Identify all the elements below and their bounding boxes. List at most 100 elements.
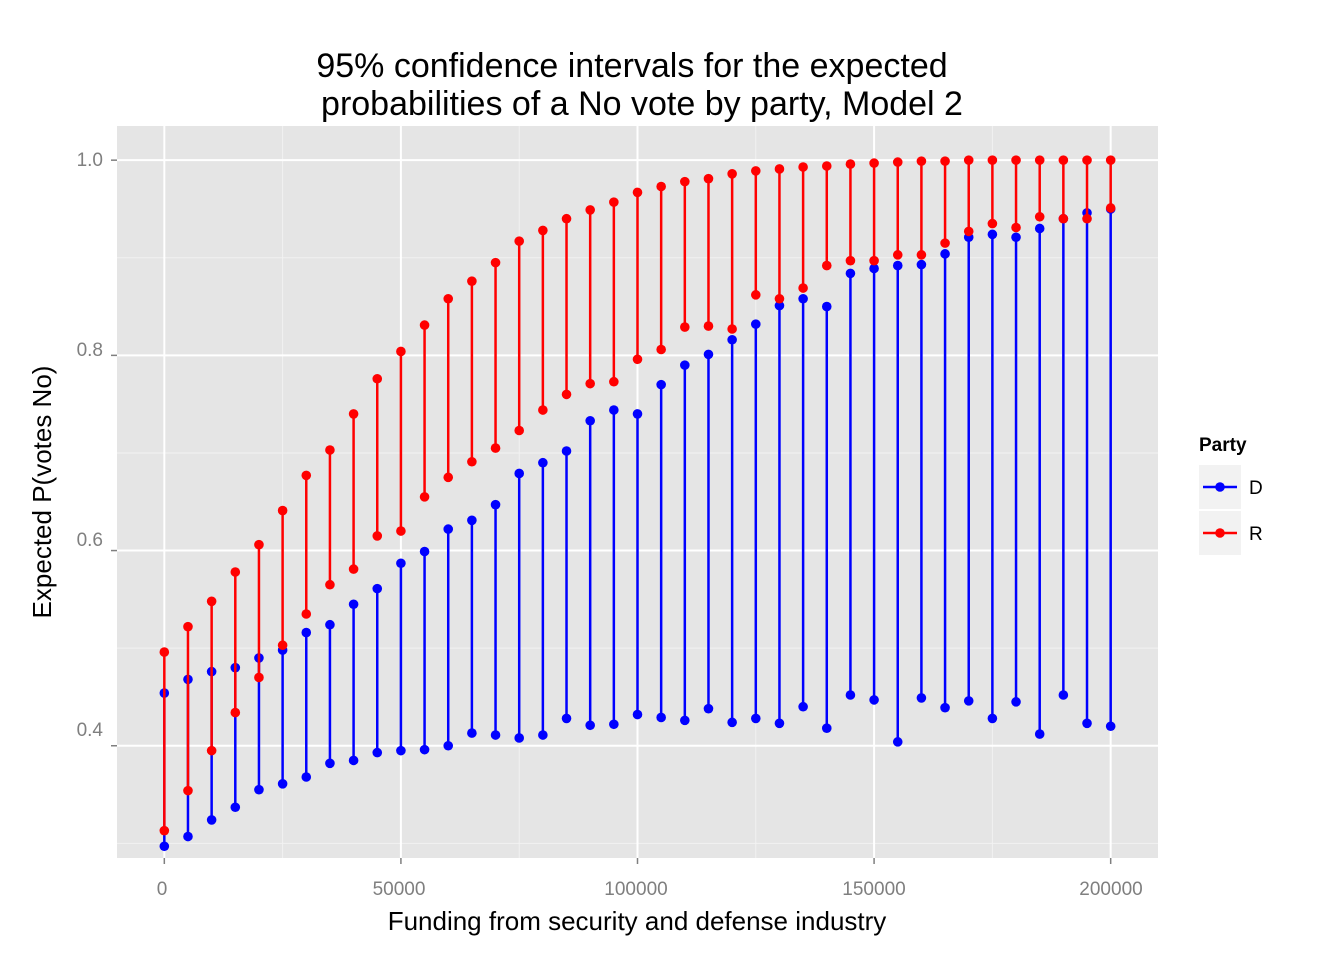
point-upper-d [798,293,808,304]
point-upper-d [987,229,998,240]
point-lower-r [821,260,832,271]
point-upper-d [585,415,595,426]
point-lower-d [727,717,737,728]
point-upper-r [230,567,241,577]
point-upper-d [348,599,359,610]
legend: Party D R [1199,435,1263,555]
point-lower-r [798,283,808,293]
point-lower-r [325,579,335,590]
data-marks [159,155,1116,852]
legend-item-d: D [1199,465,1263,509]
point-upper-r [396,346,406,357]
point-upper-r [940,156,950,166]
point-lower-r [987,218,998,229]
point-lower-r [940,238,950,248]
y-tick-label-0.6: 0.6 [77,530,103,551]
point-lower-d [561,713,572,724]
point-lower-r [230,707,241,718]
point-upper-r [963,155,974,165]
point-lower-d [467,728,477,738]
point-upper-d [1034,223,1045,234]
point-upper-r [348,409,359,419]
point-upper-r [538,225,548,236]
point-upper-r [183,621,193,632]
point-upper-d [561,446,572,456]
point-upper-r [632,187,643,198]
y-tick-label-0.4: 0.4 [77,720,104,741]
point-lower-d [1011,697,1021,707]
point-upper-r [798,162,808,172]
point-lower-d [892,737,903,747]
point-lower-r [750,290,761,300]
point-upper-d [632,409,643,419]
point-lower-r [1011,222,1021,233]
point-lower-d [1058,690,1069,700]
point-lower-r [963,226,974,237]
point-lower-d [419,744,430,755]
point-lower-r [254,672,264,683]
point-lower-r [538,405,548,415]
point-upper-d [656,379,666,390]
point-upper-d [490,499,501,510]
point-lower-d [1082,718,1092,729]
point-lower-r [159,825,170,836]
point-upper-d [821,301,832,312]
legend-label-r: R [1249,524,1263,545]
point-lower-r [1082,213,1092,224]
y-tick-marks [111,159,117,747]
point-lower-r [1058,213,1069,224]
point-lower-d [845,690,856,700]
point-upper-d [467,515,477,526]
series-d [159,204,1116,852]
point-upper-r [443,293,454,304]
point-lower-d [348,755,359,766]
point-lower-r [396,526,406,536]
point-upper-d [703,349,714,360]
point-lower-d [1105,721,1116,732]
point-upper-d [750,319,761,329]
point-lower-d [372,747,383,758]
point-lower-r [916,250,927,260]
point-lower-d [940,702,950,713]
point-lower-r [774,293,785,304]
point-lower-d [514,733,525,743]
point-upper-r [254,539,264,550]
point-lower-r [206,745,217,756]
point-lower-d [798,701,808,712]
point-lower-r [561,389,572,400]
point-upper-r [1058,155,1069,165]
point-lower-r [845,255,856,266]
point-lower-r [703,321,714,331]
point-upper-r [561,213,572,224]
point-lower-d [750,713,761,724]
point-lower-d [254,784,264,795]
y-tick-label-0.8: 0.8 [77,340,103,361]
x-axis-title: Funding from security and defense indust… [388,906,887,936]
point-upper-d [325,619,335,630]
point-upper-r [680,176,690,187]
point-upper-r [1011,155,1021,165]
point-upper-d [940,249,950,259]
point-upper-d [609,405,619,415]
point-upper-r [490,257,501,268]
point-lower-d [490,730,501,740]
point-lower-r [301,609,312,619]
point-upper-r [585,205,595,215]
point-lower-d [609,719,619,730]
point-upper-d [443,524,454,534]
legend-key-r-point [1215,528,1225,538]
point-lower-r [680,322,690,332]
point-upper-r [1105,155,1116,165]
point-lower-d [632,709,643,720]
legend-label-d: D [1249,478,1263,499]
x-tick-label-150000: 150000 [842,879,905,900]
point-upper-d [916,259,927,270]
point-upper-d [892,260,903,271]
point-upper-r [821,161,832,171]
point-upper-d [372,583,383,594]
point-lower-d [206,815,217,825]
point-lower-d [916,693,927,703]
point-upper-r [656,181,666,192]
point-lower-r [632,354,643,365]
